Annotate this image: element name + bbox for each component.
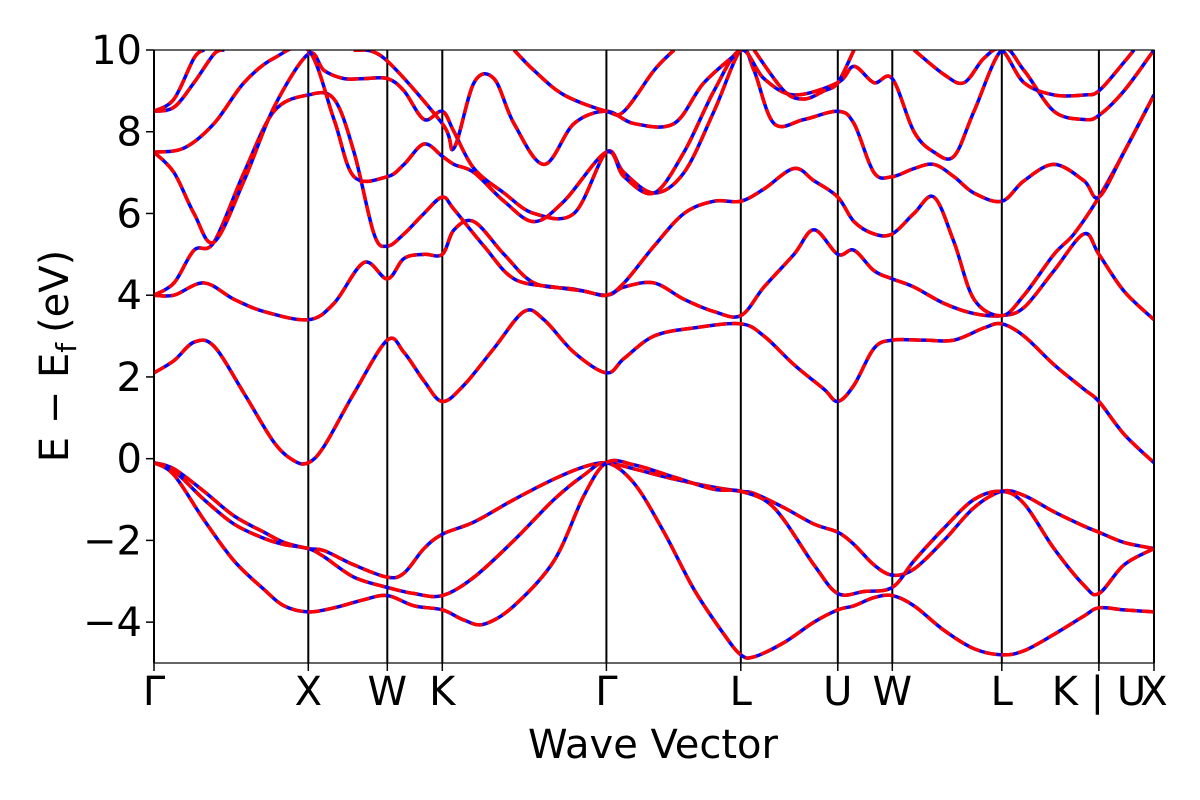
band-line-dashed [154, 218, 1154, 322]
band-line-dashed [154, 458, 1154, 627]
plot-frame [153, 49, 1155, 664]
band-line-dashed [154, 308, 1154, 466]
band-line-dashed [154, 50, 1154, 224]
band-line-dashed [752, 50, 856, 101]
x-tick-label: W [368, 669, 408, 715]
band-line-dashed [154, 460, 1154, 660]
band-line-dashed [154, 50, 1154, 245]
x-tick-label: L [991, 669, 1014, 715]
band-line-dashed [154, 50, 206, 113]
band-line-dashed [353, 50, 742, 167]
x-tick-label: K | U [1052, 669, 1146, 715]
y-tick-label: 10 [91, 28, 142, 74]
y-axis-title-main: E − E [32, 353, 78, 463]
x-tick-label: K [429, 669, 457, 715]
x-axis-title: Wave Vector [528, 722, 779, 768]
x-tick-label: L [730, 669, 753, 715]
band-line-dashed [154, 90, 1154, 318]
y-axis-title-unit: (eV) [32, 250, 78, 333]
band-line-dashed [154, 50, 225, 114]
band-line-dashed [154, 460, 1154, 580]
x-tick-label: X [295, 669, 322, 715]
y-tick-label: 0 [117, 437, 142, 483]
y-axis-title-sub: f [50, 342, 83, 353]
y-tick-label: 8 [117, 110, 142, 156]
band-line-dashed [512, 50, 676, 117]
x-tick-label: U [823, 669, 852, 715]
y-tick-label: 4 [117, 273, 142, 319]
x-tick-label: Γ [595, 669, 618, 715]
y-tick-label: 2 [117, 355, 142, 401]
y-axis-title: E − Ef (eV) [32, 250, 83, 463]
y-tick-label: −4 [83, 600, 142, 646]
band-lines [154, 50, 1154, 660]
x-tick-label: Γ [143, 669, 166, 715]
y-tick-label: −2 [83, 518, 142, 564]
x-tick-label: X [1140, 669, 1167, 715]
y-ticks: −4 −2 0 2 4 6 8 10 [83, 28, 154, 646]
y-tick-label: 6 [117, 191, 142, 237]
band-line-dashed [912, 50, 1136, 98]
x-tick-label: W [873, 669, 913, 715]
